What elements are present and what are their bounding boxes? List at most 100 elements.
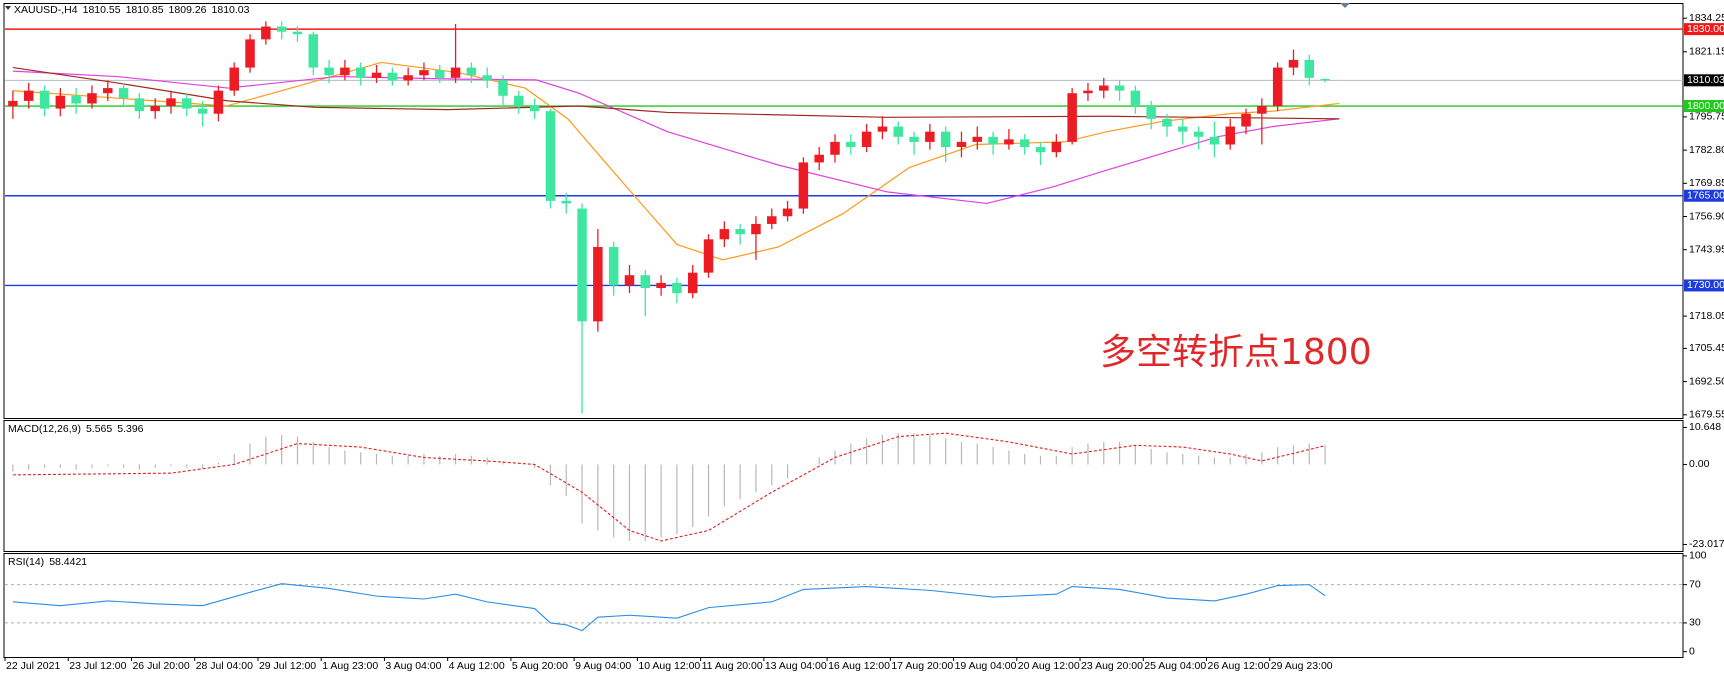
panel-header: RSI(14) 58.4421 — [8, 556, 87, 568]
x-tick-label: 4 Aug 12:00 — [449, 660, 505, 672]
x-tick-label: 3 Aug 04:00 — [385, 660, 441, 672]
y-tick-label: 0.00 — [1689, 458, 1710, 470]
candle-body — [1272, 67, 1283, 107]
candle-body — [55, 95, 66, 109]
candle-body — [893, 126, 903, 137]
candle-body — [1083, 90, 1093, 94]
level-label-box — [1684, 279, 1724, 292]
x-tick-label: 26 Aug 12:00 — [1208, 660, 1270, 672]
header-value: 1810.03 — [212, 4, 250, 16]
candle-body — [514, 95, 524, 107]
shift-marker[interactable] — [1340, 3, 1350, 8]
y-tick-label: 1679.55 — [1689, 409, 1724, 421]
moving-average — [12, 61, 1340, 261]
candle-body — [498, 80, 508, 96]
candle-body — [545, 111, 556, 201]
menu-triangle[interactable] — [5, 6, 11, 10]
current-price-label: 1810.03 — [1687, 74, 1724, 86]
y-tick-label: 10.648 — [1689, 421, 1721, 433]
candle-body — [245, 39, 255, 68]
y-tick-label: 1718.05 — [1689, 310, 1724, 322]
candle-body — [1146, 106, 1156, 119]
candle-body — [308, 34, 319, 68]
level-label-box — [1684, 100, 1724, 113]
header-value: XAUUSD-,H4 — [14, 4, 78, 16]
x-tick-label: 26 Jul 20:00 — [132, 660, 189, 672]
candle-body — [640, 275, 651, 289]
x-tick-label: 11 Aug 20:00 — [702, 660, 763, 672]
candle-body — [972, 136, 983, 142]
y-tick-label: 1795.75 — [1689, 111, 1724, 123]
rsi-panel-frame — [3, 553, 1684, 658]
x-tick-label: 19 Aug 04:00 — [955, 660, 1017, 672]
candle-body — [292, 31, 303, 35]
candle-body — [166, 98, 176, 107]
candle-body — [1288, 59, 1299, 68]
candle-body — [687, 272, 698, 294]
candle-body — [450, 67, 461, 78]
candle-body — [1019, 139, 1030, 148]
candle-body — [529, 106, 540, 112]
candle-body — [1162, 118, 1172, 127]
x-tick-label: 1 Aug 23:00 — [322, 660, 378, 672]
header-value: RSI(14) — [8, 556, 44, 568]
y-tick-label: 1769.85 — [1689, 177, 1724, 189]
y-tick-label: 1834.25 — [1689, 12, 1724, 24]
panel-header: XAUUSD-,H4 1810.55 1810.85 1809.26 1810.03 — [14, 4, 250, 16]
candle-body — [182, 98, 192, 109]
candle-body — [1004, 139, 1014, 145]
candle-body — [608, 247, 619, 286]
candle-body — [624, 275, 635, 286]
candle-body — [1051, 141, 1062, 153]
macd-panel-frame — [3, 420, 1684, 552]
candle-body — [1241, 113, 1251, 127]
candle-body — [956, 141, 967, 148]
rsi-line — [12, 583, 1326, 632]
candle-body — [1114, 85, 1125, 91]
x-tick-label: 13 Aug 04:00 — [765, 660, 827, 672]
header-value: 1809.26 — [169, 4, 207, 16]
candle-body — [751, 223, 761, 235]
candle-body — [577, 208, 587, 322]
header-value: 58.4421 — [49, 556, 87, 568]
candle-body — [213, 90, 224, 114]
candle-body — [798, 162, 809, 209]
candle-body — [830, 141, 840, 155]
candle-body — [1225, 126, 1235, 145]
candle-body — [8, 100, 18, 107]
header-value: 1810.55 — [83, 4, 121, 16]
candle-body — [814, 154, 824, 163]
candle-body — [1320, 78, 1330, 81]
candle-body — [103, 88, 113, 94]
current-price-box — [1684, 74, 1724, 87]
x-tick-label: 9 Aug 04:00 — [575, 660, 631, 672]
x-tick-label: 25 Aug 04:00 — [1144, 660, 1206, 672]
candle-body — [1193, 131, 1204, 137]
annotation: 多空转折点1800 — [1100, 332, 1372, 373]
candle-body — [735, 229, 745, 235]
candle-body — [150, 106, 160, 112]
candle-body — [782, 208, 793, 217]
moving-average — [12, 66, 1340, 120]
candle-body — [988, 136, 998, 145]
candle-body — [1209, 136, 1220, 145]
candle-body — [672, 282, 682, 294]
y-tick-label: 1705.45 — [1689, 342, 1724, 354]
candle-body — [276, 26, 287, 32]
x-tick-label: 22 Jul 2021 — [6, 660, 60, 672]
y-tick-label: 1743.95 — [1689, 243, 1724, 255]
level-label-box — [1684, 189, 1724, 202]
candle-body — [371, 72, 382, 78]
moving-average — [12, 70, 1340, 205]
candle-body — [403, 75, 413, 81]
candle-body — [482, 75, 492, 81]
x-tick-label: 23 Aug 20:00 — [1081, 660, 1143, 672]
candle-body — [861, 131, 872, 148]
x-tick-label: 16 Aug 12:00 — [828, 660, 890, 672]
panel-header: MACD(12,26,9) 5.565 5.396 — [8, 423, 144, 435]
candle-body — [261, 26, 271, 40]
candle-body — [593, 247, 603, 322]
candle-body — [435, 70, 445, 78]
candle-body — [39, 90, 50, 109]
